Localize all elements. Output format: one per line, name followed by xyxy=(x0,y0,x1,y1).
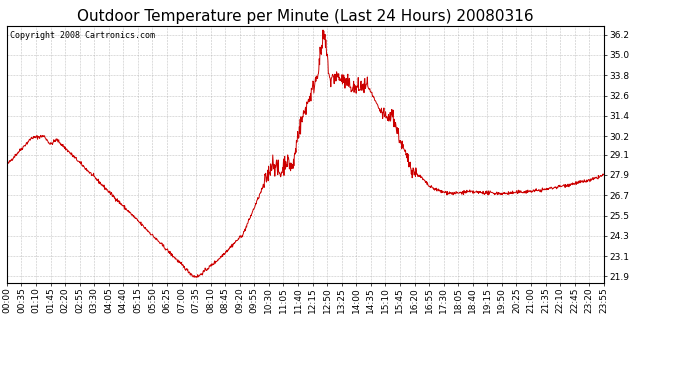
Title: Outdoor Temperature per Minute (Last 24 Hours) 20080316: Outdoor Temperature per Minute (Last 24 … xyxy=(77,9,533,24)
Text: Copyright 2008 Cartronics.com: Copyright 2008 Cartronics.com xyxy=(10,32,155,40)
